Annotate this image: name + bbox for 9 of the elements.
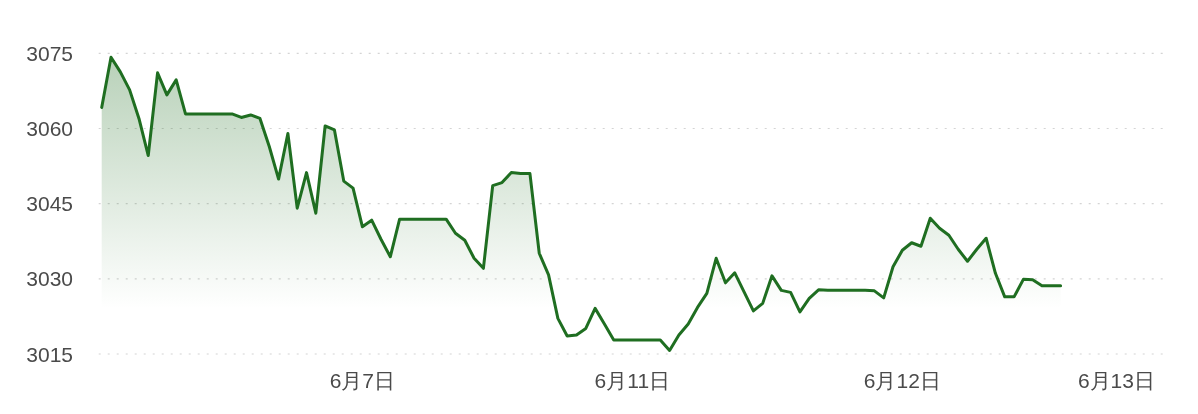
- y-tick-label: 3045: [26, 192, 73, 216]
- x-tick-label: 6月7日: [329, 368, 396, 392]
- y-tick-label: 3075: [26, 41, 73, 65]
- y-tick-label: 3015: [26, 342, 73, 366]
- x-tick-label: 6月11日: [594, 368, 671, 392]
- x-tick-label: 6月12日: [863, 368, 941, 392]
- y-tick-label: 3060: [26, 116, 73, 140]
- x-tick-label: 6月13日: [1077, 368, 1155, 392]
- y-tick-label: 3030: [26, 267, 73, 291]
